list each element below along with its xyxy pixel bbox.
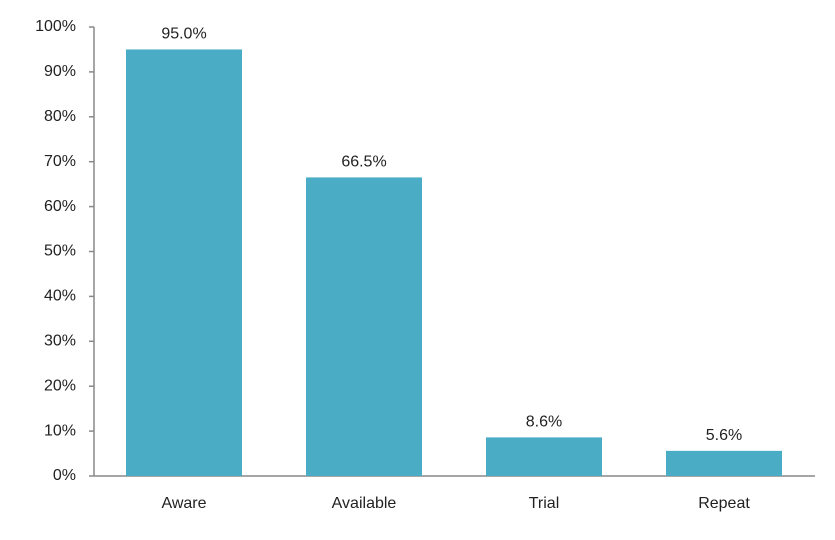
data-label: 5.6% — [706, 427, 742, 444]
data-label: 66.5% — [341, 154, 386, 171]
y-tick-label: 20% — [44, 377, 76, 394]
bar — [486, 437, 602, 476]
y-tick-label: 0% — [53, 467, 76, 484]
x-tick-label: Available — [332, 495, 397, 512]
bar — [126, 49, 242, 476]
y-tick-label: 30% — [44, 333, 76, 350]
bar — [666, 450, 782, 476]
y-tick-label: 50% — [44, 243, 76, 260]
y-tick-label: 70% — [44, 153, 76, 170]
data-label: 8.6% — [526, 414, 562, 431]
y-tick-label: 40% — [44, 288, 76, 305]
x-tick-label: Trial — [529, 495, 560, 512]
bar — [306, 177, 422, 477]
y-tick-label: 60% — [44, 198, 76, 215]
x-tick-label: Aware — [161, 495, 206, 512]
y-tick-label: 100% — [35, 18, 76, 35]
x-tick-label: Repeat — [698, 495, 750, 512]
y-tick-label: 80% — [44, 108, 76, 125]
y-tick-label: 90% — [44, 63, 76, 80]
data-label: 95.0% — [161, 26, 206, 43]
y-tick-label: 10% — [44, 422, 76, 439]
